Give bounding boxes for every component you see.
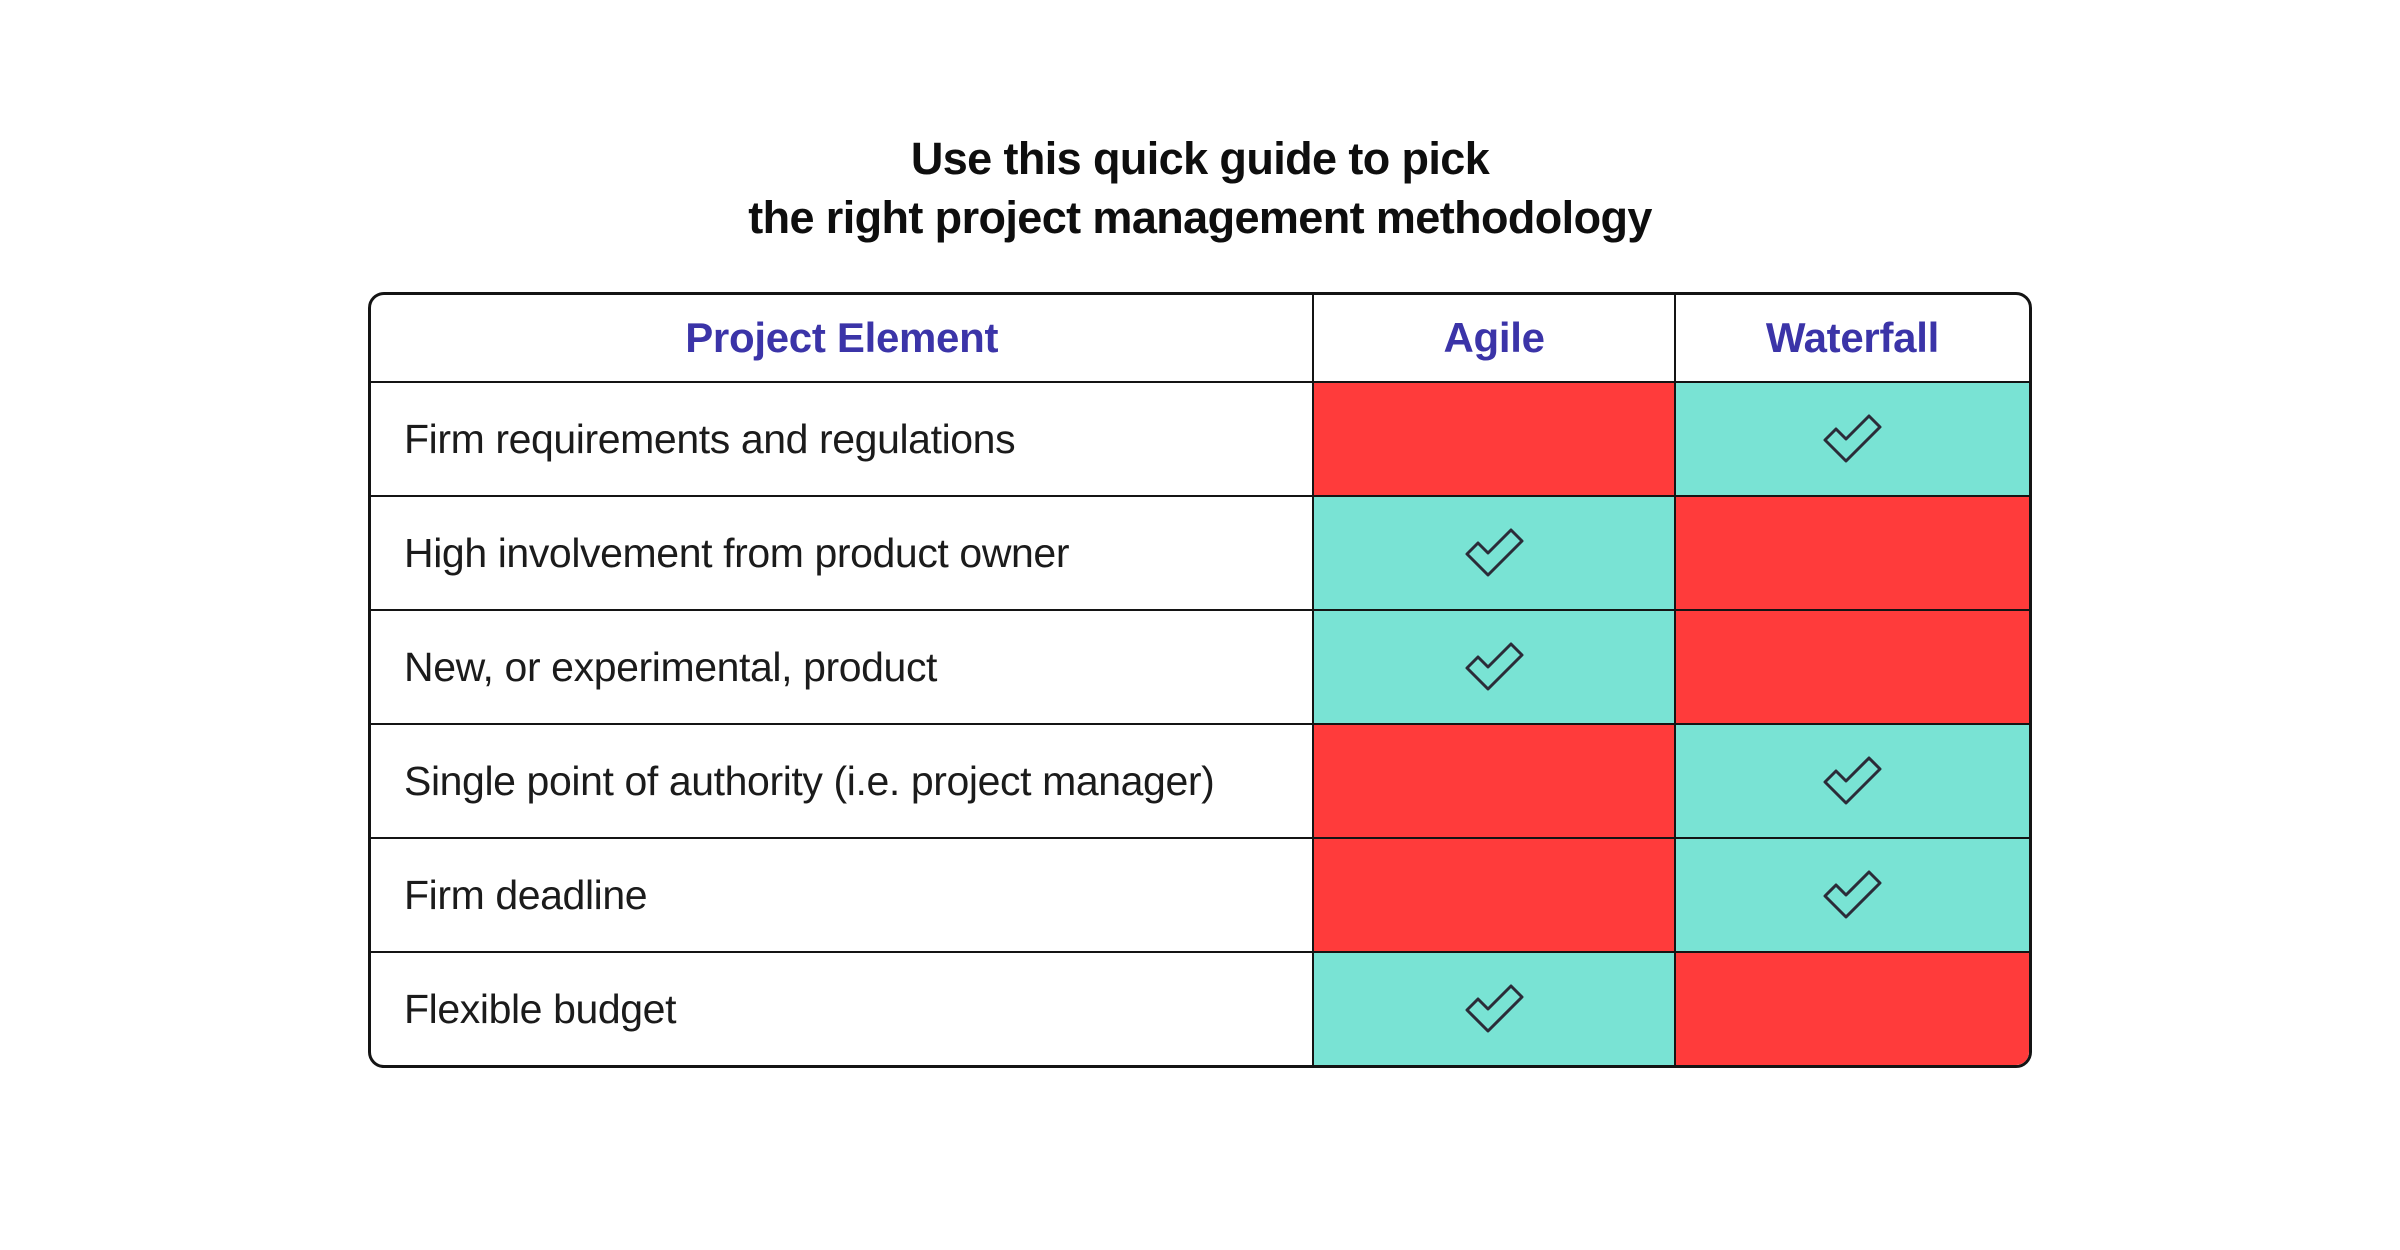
check-icon <box>1465 642 1524 691</box>
column-header-project-element: Project Element <box>371 295 1315 381</box>
title-line-1: Use this quick guide to pick <box>910 133 1490 184</box>
row-label: Firm requirements and regulations <box>371 383 1315 495</box>
waterfall-cell-check <box>1675 839 2029 951</box>
check-icon <box>1465 984 1524 1033</box>
table-row-3: New, or experimental, product <box>371 609 2029 723</box>
row-label: Flexible budget <box>371 953 1315 1065</box>
check-icon <box>1823 870 1882 919</box>
title-line-2: the right project management methodology <box>748 191 1652 243</box>
table-row-4: Single point of authority (i.e. project … <box>371 723 2029 837</box>
waterfall-cell-empty <box>1675 953 2029 1065</box>
table-row-2: High involvement from product owner <box>371 495 2029 609</box>
column-header-waterfall: Waterfall <box>1765 314 1939 361</box>
row-label: Firm deadline <box>371 839 1315 951</box>
row-label: High involvement from product owner <box>371 497 1315 609</box>
row-label: New, or experimental, product <box>371 611 1315 723</box>
table-body: Firm requirements and regulations High i… <box>371 381 2029 1065</box>
agile-cell-empty <box>1314 383 1676 495</box>
table-row-5: Firm deadline <box>371 837 2029 951</box>
check-icon <box>1823 414 1882 463</box>
waterfall-cell-check <box>1675 725 2029 837</box>
check-icon <box>1465 528 1524 577</box>
table-row-6: Flexible budget <box>371 951 2029 1065</box>
agile-cell-check <box>1314 953 1676 1065</box>
table-row-1: Firm requirements and regulations <box>371 381 2029 495</box>
agile-cell-empty <box>1314 839 1676 951</box>
table-header-row: Project Element Agile Waterfall <box>371 295 2029 381</box>
waterfall-cell-empty <box>1675 611 2029 723</box>
waterfall-cell-check <box>1675 383 2029 495</box>
agile-cell-empty <box>1314 725 1676 837</box>
check-icon <box>1823 756 1882 805</box>
methodology-comparison-table: Project Element Agile Waterfall Firm req… <box>368 292 2032 1068</box>
waterfall-cell-empty <box>1675 497 2029 609</box>
agile-cell-check <box>1314 611 1676 723</box>
page-title: Use this quick guide to pick the right p… <box>0 130 2400 247</box>
agile-cell-check <box>1314 497 1676 609</box>
column-header-agile: Agile <box>1314 295 1676 381</box>
row-label: Single point of authority (i.e. project … <box>371 725 1315 837</box>
